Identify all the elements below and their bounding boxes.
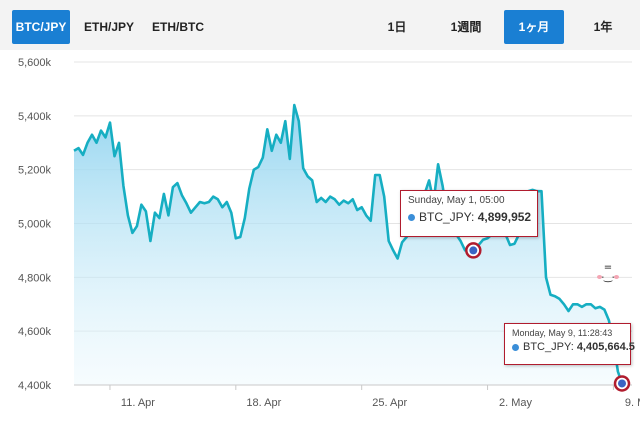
- tab-bar: BTC/JPY ETH/JPY ETH/BTC 1日 1週間 1ヶ月 1年: [0, 0, 640, 50]
- price-area: [74, 105, 622, 385]
- x-tick-label: 18. Apr: [246, 397, 281, 409]
- price-chart[interactable]: 4,400k 4,600k 4,800k 5,000k 5,200k 5,400k 5,60…: [0, 50, 640, 431]
- y-tick-label: 5,000k: [18, 219, 52, 231]
- x-tick-label: 9. May: [625, 397, 640, 409]
- y-tick-label: 5,400k: [18, 111, 52, 123]
- y-tick-label: 5,600k: [18, 57, 52, 69]
- tooltip-value: 4,899,952: [477, 210, 532, 224]
- highlighted-point-core: [618, 379, 626, 388]
- y-tick-label: 4,600k: [18, 326, 52, 338]
- tab-range-1-month[interactable]: 1ヶ月: [504, 10, 564, 44]
- tooltip-header: Monday, May 9, 11:28:43: [512, 328, 613, 338]
- x-tick-label: 25. Apr: [372, 397, 407, 409]
- tab-range-1-day[interactable]: 1日: [387, 20, 407, 34]
- tab-eth-btc[interactable]: ETH/BTC: [152, 20, 204, 34]
- tooltip-value: 4,405,664.5: [576, 341, 635, 353]
- tab-btc-jpy[interactable]: BTC/JPY: [12, 10, 70, 44]
- tooltip-series-name: BTC_JPY: [523, 341, 571, 353]
- x-tick-label: 2. May: [499, 397, 533, 409]
- tab-range-1-week[interactable]: 1週間: [450, 20, 482, 34]
- tooltip-may-9: Monday, May 9, 11:28:43 BTC_JPY: 4,405,6…: [504, 323, 635, 365]
- y-tick-label: 4,800k: [18, 272, 52, 284]
- tab-range-1-year[interactable]: 1年: [593, 20, 613, 34]
- series-dot-icon: [512, 343, 519, 351]
- tooltip-row: BTC_JPY: 4,899,952: [408, 210, 532, 224]
- highlighted-point-core: [469, 246, 478, 255]
- tab-eth-jpy[interactable]: ETH/JPY: [83, 20, 134, 34]
- y-tick-label: 5,200k: [18, 165, 52, 177]
- tooltip-series-name: BTC_JPY: [419, 210, 472, 224]
- x-tick-label: 11. Apr: [121, 397, 155, 409]
- cheek-icon: [597, 275, 602, 279]
- tooltip-may-1: Sunday, May 1, 05:00 BTC_JPY: 4,899,952: [400, 190, 538, 237]
- y-tick-label: 4,400k: [18, 380, 52, 392]
- series-dot-icon: [408, 214, 415, 222]
- cheek-icon: [614, 275, 619, 279]
- tooltip-header: Sunday, May 1, 05:00: [408, 195, 505, 206]
- price-chart-svg[interactable]: 4,400k 4,600k 4,800k 5,000k 5,200k 5,400k 5,60…: [0, 50, 640, 431]
- smiley-face-icon: = -‿-: [595, 263, 621, 285]
- tooltip-row: BTC_JPY: 4,405,664.5: [512, 341, 635, 353]
